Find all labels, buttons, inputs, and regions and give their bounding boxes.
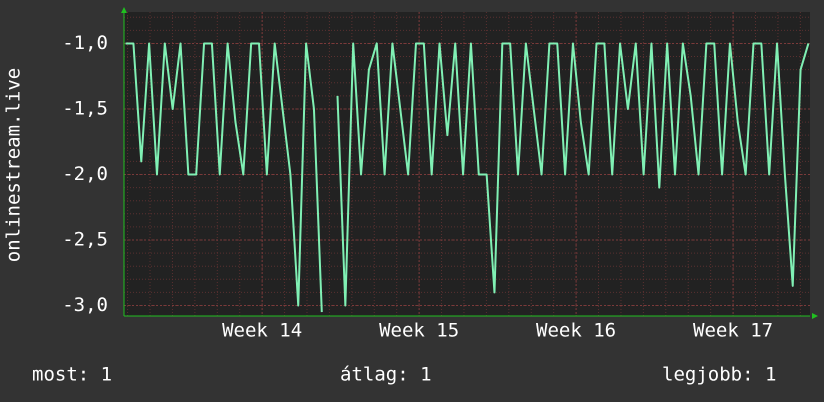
- x-tick-label: Week 15: [379, 320, 459, 342]
- stat-current: most: 1: [32, 364, 112, 386]
- y-tick-label: -2,5: [62, 229, 108, 251]
- x-axis-arrow: [812, 313, 818, 319]
- plot-area: [124, 12, 810, 316]
- x-tick-label: Week 16: [536, 320, 616, 342]
- x-tick-label: Week 14: [222, 320, 302, 342]
- stat-best: legjobb: 1: [662, 364, 776, 386]
- y-axis-arrow: [121, 7, 127, 13]
- y-tick-label: -1,5: [62, 97, 108, 119]
- y-tick-label: -2,0: [62, 163, 108, 185]
- x-tick-label: Week 17: [693, 320, 773, 342]
- data-line: [125, 42, 810, 313]
- y-axis-label: onlinestream.live: [3, 68, 25, 262]
- y-tick-label: -1,0: [62, 32, 108, 54]
- stat-average: átlag: 1: [340, 364, 432, 386]
- y-tick-label: -3,0: [62, 294, 108, 316]
